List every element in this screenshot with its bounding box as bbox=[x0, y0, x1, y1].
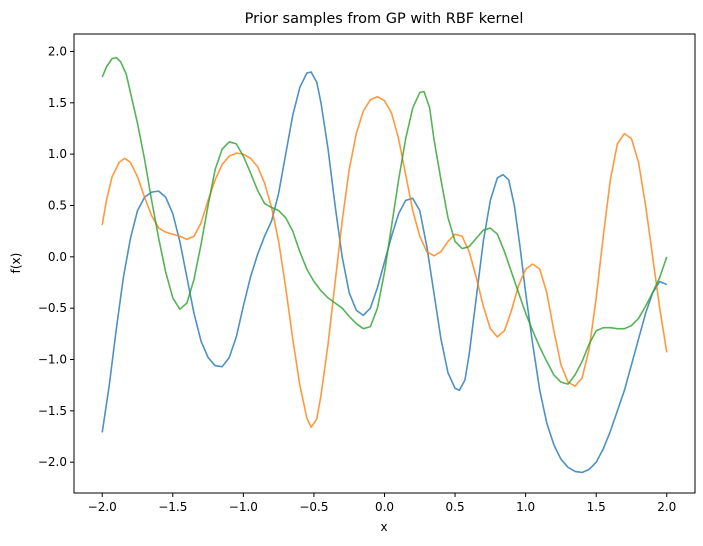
y-tick-label: 1.5 bbox=[48, 96, 67, 110]
x-tick-label: −2.0 bbox=[88, 500, 117, 514]
y-axis-label: f(x) bbox=[9, 253, 23, 274]
x-axis: −2.0 −1.5 −1.0 −0.5 0.0 0.5 1.0 1.5 2.0 bbox=[88, 493, 676, 514]
y-tick-label: 2.0 bbox=[48, 44, 67, 58]
x-tick-label: 0.5 bbox=[446, 500, 465, 514]
x-axis-label: x bbox=[380, 520, 387, 534]
y-tick-label: 1.0 bbox=[48, 147, 67, 161]
series-line-2 bbox=[101, 95, 668, 429]
x-tick-label: 0.0 bbox=[375, 500, 394, 514]
y-tick-label: −2.0 bbox=[38, 455, 67, 469]
x-tick-label: 2.0 bbox=[657, 500, 676, 514]
y-tick-label: 0.0 bbox=[48, 250, 67, 264]
x-tick-label: −1.0 bbox=[229, 500, 258, 514]
x-tick-label: 1.5 bbox=[587, 500, 606, 514]
series-layer bbox=[101, 56, 668, 474]
series-line-3 bbox=[101, 56, 668, 385]
y-tick-label: −0.5 bbox=[38, 301, 67, 315]
x-tick-label: 1.0 bbox=[516, 500, 535, 514]
y-tick-label: −1.0 bbox=[38, 353, 67, 367]
y-tick-label: 0.5 bbox=[48, 198, 67, 212]
x-tick-label: −1.5 bbox=[158, 500, 187, 514]
x-tick-label: −0.5 bbox=[299, 500, 328, 514]
y-axis: −2.0 −1.5 −1.0 −0.5 0.0 0.5 1.0 1.5 2.0 bbox=[38, 44, 74, 469]
y-tick-label: −1.5 bbox=[38, 404, 67, 418]
chart-title: Prior samples from GP with RBF kernel bbox=[245, 11, 524, 27]
